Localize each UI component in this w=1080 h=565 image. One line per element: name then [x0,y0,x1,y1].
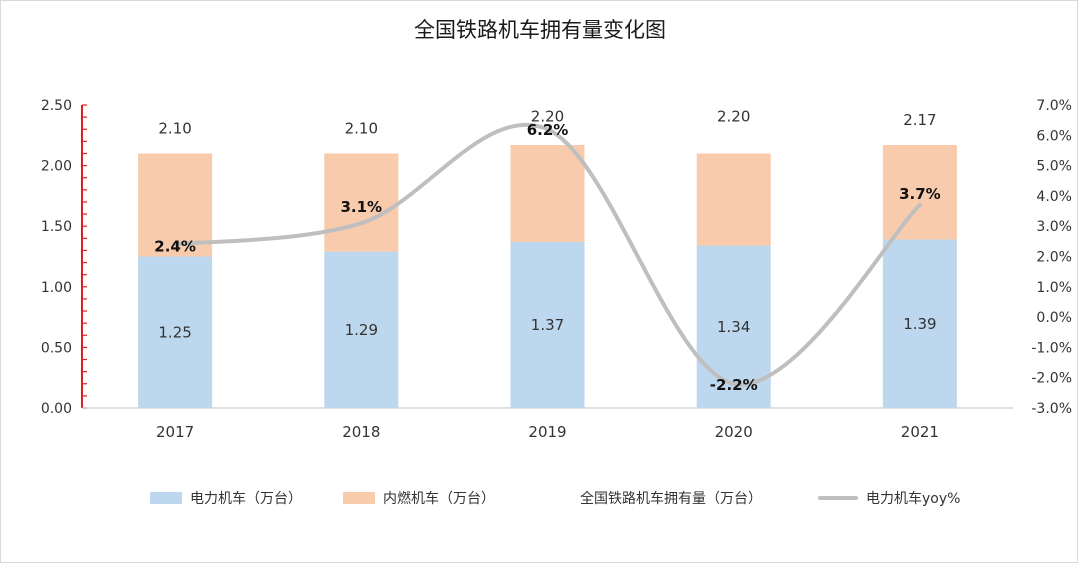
y-left-tick-label: 0.00 [41,401,72,417]
y-left-tick-label: 2.00 [41,159,72,175]
legend-label-yoy: 电力机车yoy% [866,491,961,507]
y-right-tick-label: 2.0% [1036,250,1072,266]
y-right-tick-label: 6.0% [1036,128,1072,144]
y-right-tick-label: 4.0% [1036,189,1072,205]
legend-swatch-diesel [343,492,375,504]
bar-diesel [138,153,213,257]
bar-electric [324,251,399,408]
legend-item-total: 全国铁路机车拥有量（万台） [580,488,762,508]
data-label-yoy: 2.4% [154,237,196,255]
chart-title: 全国铁路机车拥有量变化图 [414,18,666,42]
legend-label-total: 全国铁路机车拥有量（万台） [580,491,762,507]
bar-electric [138,256,213,408]
y-right-tick-label: 1.0% [1036,280,1072,296]
legend-item-yoy: 电力机车yoy% [818,488,960,508]
data-label-electric: 1.29 [345,321,378,339]
data-label-electric: 1.34 [717,318,750,336]
bar-diesel [696,153,771,246]
x-tick-label: 2019 [528,423,566,441]
data-label-total: 2.20 [531,107,564,125]
bar-diesel [882,144,957,240]
y-left-tick-label: 0.50 [41,340,72,356]
y-right-tick-label: 7.0% [1036,98,1072,114]
data-label-total: 2.10 [158,119,191,137]
data-label-electric: 1.39 [903,315,936,333]
y-right-tick-label: 3.0% [1036,219,1072,235]
legend-swatch-electric [150,492,182,504]
data-label-total: 2.20 [717,107,750,125]
y-left-tick-label: 1.50 [41,219,72,235]
bar-diesel [324,153,399,252]
y-right-tick-label: 5.0% [1036,159,1072,175]
y-right-tick-label: -3.0% [1031,401,1072,417]
y-right-tick-label: 0.0% [1036,310,1072,326]
data-label-total: 2.10 [345,119,378,137]
x-tick-label: 2021 [901,423,939,441]
legend-line-yoy [818,496,858,500]
data-label-yoy: 3.7% [899,185,941,203]
legend-item-diesel: 内燃机车（万台） [343,488,495,508]
data-label-yoy: 3.1% [340,198,382,216]
legend-label-electric: 电力机车（万台） [190,491,302,507]
x-tick-label: 2020 [715,423,753,441]
y-right-tick-label: -1.0% [1031,340,1072,356]
x-tick-label: 2018 [342,423,380,441]
y-left-tick-label: 2.50 [41,98,72,114]
y-right-tick-label: -2.0% [1031,371,1072,387]
data-label-electric: 1.37 [531,316,564,334]
y-left-tick-label: 1.00 [41,280,72,296]
data-label-yoy: -2.2% [710,376,758,394]
x-tick-label: 2017 [156,423,194,441]
bar-diesel [510,144,585,242]
data-label-total: 2.17 [903,111,936,129]
series-line-yoy [173,122,922,387]
data-label-electric: 1.25 [158,323,191,341]
legend-item-electric: 电力机车（万台） [150,488,302,508]
legend-label-diesel: 内燃机车（万台） [383,491,495,507]
bar-electric [882,239,957,408]
legend: 电力机车（万台） 内燃机车（万台） 全国铁路机车拥有量（万台） 电力机车yoy% [0,488,1080,512]
data-label-yoy: 6.2% [527,121,569,139]
bar-electric [510,241,585,408]
